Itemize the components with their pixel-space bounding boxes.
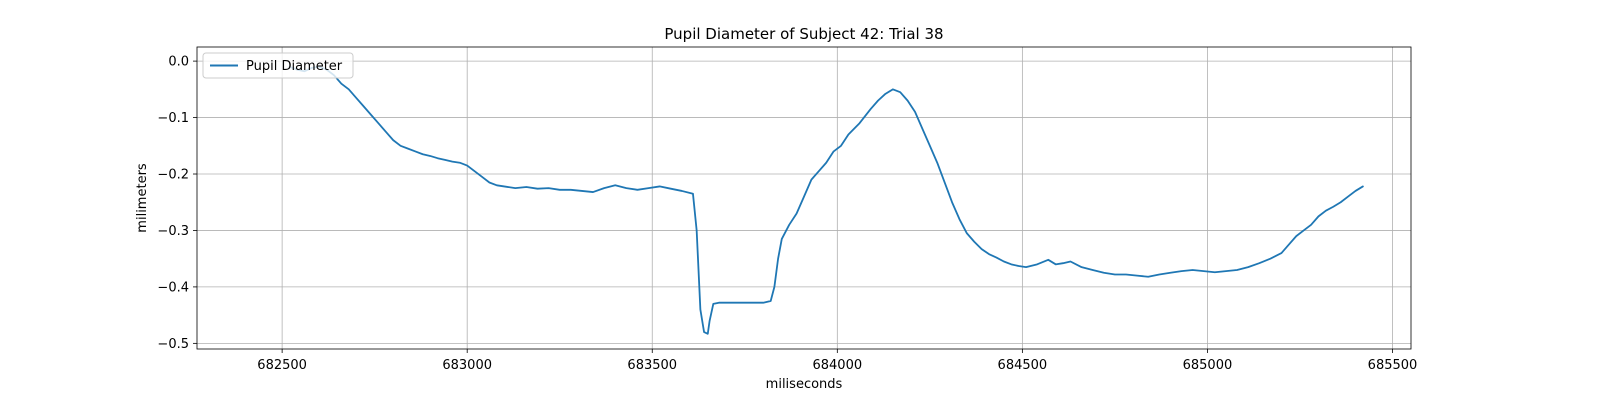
x-tick-label: 683000 [442, 358, 492, 373]
grid [197, 47, 1411, 349]
series-line-pupil-diameter [288, 65, 1364, 335]
y-tick-label: −0.4 [157, 280, 189, 295]
legend: Pupil Diameter [202, 52, 354, 79]
x-tick-label: 685500 [1368, 358, 1418, 373]
x-axis: 682500 683000 683500 684000 684500 685000 6855… [257, 349, 1417, 373]
y-tick-label: −0.3 [157, 224, 189, 239]
legend-label: Pupil Diameter [246, 59, 343, 74]
x-tick-label: 684000 [812, 358, 862, 373]
y-tick-label: −0.5 [157, 337, 189, 352]
legend-box [202, 52, 354, 79]
x-tick-label: 685000 [1183, 358, 1233, 373]
y-tick-label: −0.2 [157, 168, 189, 183]
y-tick-label: −0.1 [157, 111, 189, 126]
x-tick-label: 683500 [627, 358, 677, 373]
y-axis: 0.0 −0.1 −0.2 −0.3 −0.4 −0.5 [157, 55, 197, 352]
plot-frame [196, 46, 1412, 350]
y-tick-label: 0.0 [168, 55, 189, 70]
x-tick-label: 684500 [998, 358, 1048, 373]
x-tick-label: 682500 [257, 358, 307, 373]
series-layer [288, 65, 1364, 335]
x-axis-title: miliseconds [766, 377, 843, 392]
y-axis-title: milimeters [135, 163, 150, 233]
chart-title: Pupil Diameter of Subject 42: Trial 38 [664, 25, 943, 43]
